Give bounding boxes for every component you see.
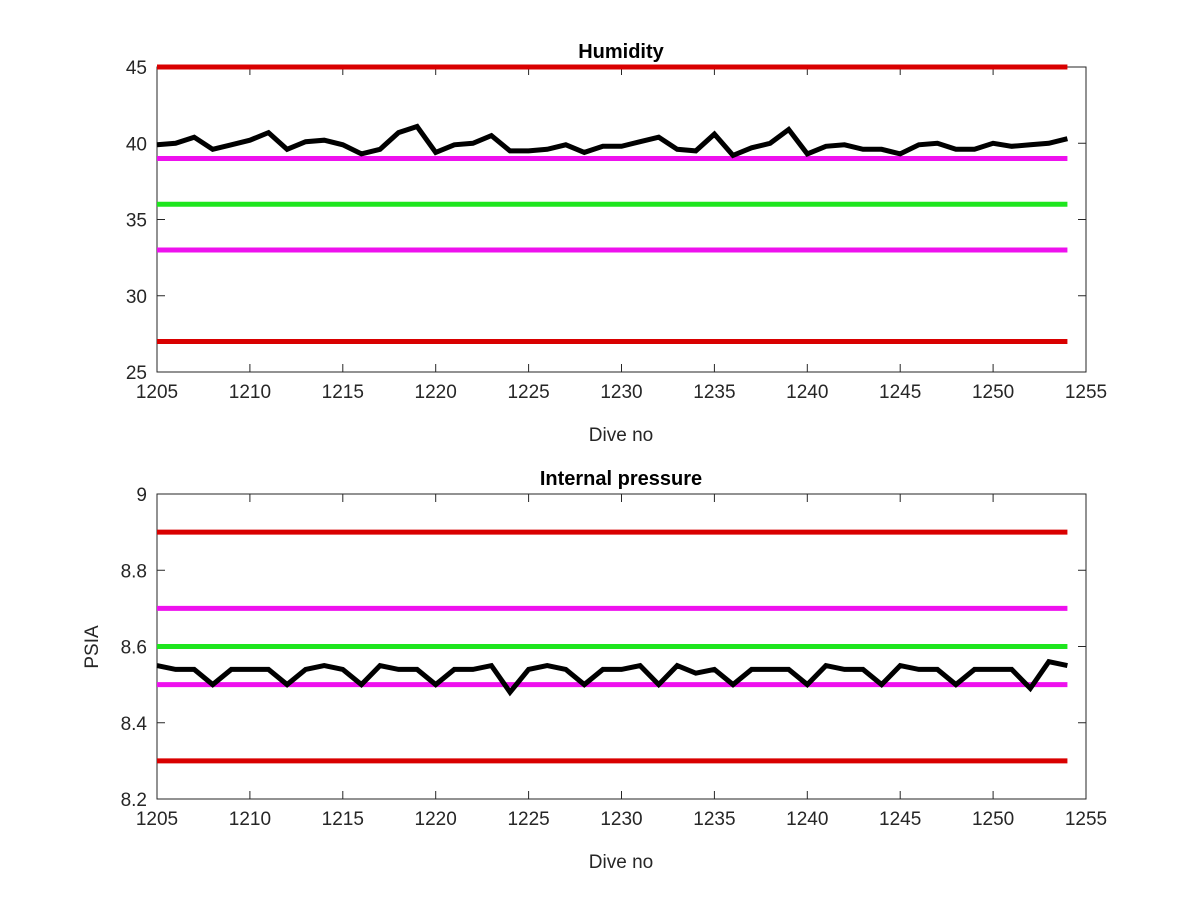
pressure-title: Internal pressure [540, 468, 702, 490]
pressure-y-tick-label: 8.2 [121, 790, 147, 811]
humidity-x-tick-label: 1205 [136, 382, 178, 403]
pressure-x-tick-label: 1230 [600, 809, 642, 830]
humidity-series [156, 123, 1069, 159]
pressure-series [156, 658, 1068, 697]
pressure-y-axis-label: PSIA [82, 625, 103, 669]
pressure-panel: Internal pressure Dive no PSIA 1205 1210 1… [82, 468, 1107, 873]
pressure-y-tick-label: 9 [136, 485, 147, 506]
pressure-x-ticks: 1205 1210 1215 1220 1225 1230 1235 1240 1245 1250… [136, 494, 1107, 830]
humidity-x-tick-label: 1250 [972, 382, 1014, 403]
pressure-x-axis-label: Dive no [589, 852, 653, 873]
humidity-x-tick-label: 1245 [879, 382, 921, 403]
pressure-measurement-line [156, 658, 1068, 697]
pressure-y-tick-label: 8.6 [121, 638, 147, 659]
humidity-y-tick-label: 25 [126, 363, 147, 384]
humidity-x-tick-label: 1210 [229, 382, 271, 403]
humidity-y-tick-label: 40 [126, 134, 147, 155]
pressure-x-tick-label: 1225 [507, 809, 549, 830]
pressure-x-tick-label: 1240 [786, 809, 828, 830]
humidity-x-tick-label: 1240 [786, 382, 828, 403]
humidity-title: Humidity [578, 41, 664, 63]
humidity-x-ticks: 1205 1210 1215 1220 1225 1230 1235 1240 1245 1250… [136, 67, 1107, 403]
humidity-x-tick-label: 1235 [693, 382, 735, 403]
humidity-y-tick-label: 35 [126, 211, 147, 232]
humidity-reference-lines [157, 64, 1068, 344]
humidity-measurement-line [156, 123, 1069, 159]
humidity-x-axis-label: Dive no [589, 425, 653, 446]
pressure-x-tick-label: 1215 [322, 809, 364, 830]
pressure-x-tick-label: 1220 [415, 809, 457, 830]
humidity-x-tick-label: 1220 [415, 382, 457, 403]
pressure-x-tick-label: 1205 [136, 809, 178, 830]
humidity-y-tick-label: 45 [126, 58, 147, 79]
pressure-x-tick-label: 1210 [229, 809, 271, 830]
pressure-x-tick-label: 1250 [972, 809, 1014, 830]
pressure-x-tick-label: 1245 [879, 809, 921, 830]
humidity-y-tick-label: 30 [126, 287, 147, 308]
pressure-reference-lines [157, 529, 1068, 764]
pressure-x-tick-label: 1235 [693, 809, 735, 830]
humidity-x-tick-label: 1255 [1065, 382, 1107, 403]
pressure-y-tick-label: 8.8 [121, 561, 147, 582]
humidity-x-tick-label: 1215 [322, 382, 364, 403]
humidity-x-tick-label: 1225 [507, 382, 549, 403]
pressure-y-ticks: 8.2 8.4 8.6 8.8 9 [121, 485, 1086, 811]
humidity-panel: Humidity Dive no 1205 1210 1215 1220 1225 123… [126, 41, 1107, 446]
pressure-x-tick-label: 1255 [1065, 809, 1107, 830]
pressure-y-tick-label: 8.4 [121, 714, 148, 735]
humidity-x-tick-label: 1230 [600, 382, 642, 403]
